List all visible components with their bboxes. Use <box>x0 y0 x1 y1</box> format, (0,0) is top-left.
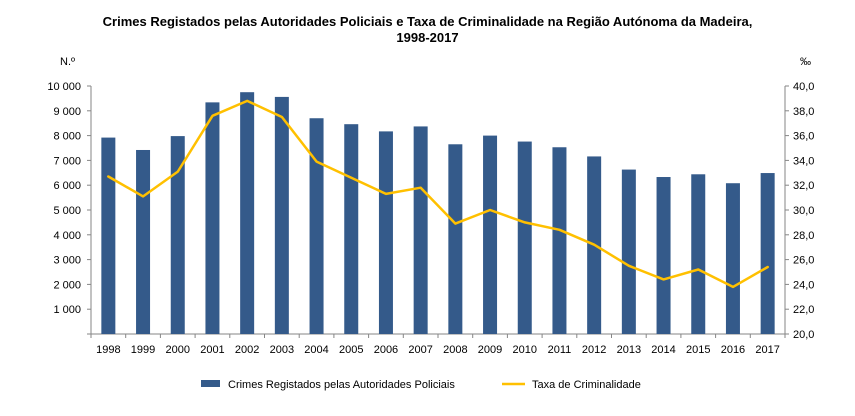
y-left-tick-label: 8 000 <box>53 131 81 143</box>
y-right-tick-label: 26,0 <box>793 255 814 267</box>
y-left-tick-label: 5 000 <box>53 205 81 217</box>
x-tick-label: 2003 <box>270 344 294 356</box>
bar <box>656 177 671 334</box>
x-tick-label: 2010 <box>513 344 537 356</box>
y-left-tick-label: 3 000 <box>53 255 81 267</box>
bar <box>378 131 393 334</box>
x-tick-label: 2015 <box>686 344 710 356</box>
x-tick-label: 2000 <box>166 344 190 356</box>
bar <box>552 147 567 334</box>
y-right-tick-label: 36,0 <box>793 131 814 143</box>
taxa-line <box>107 99 769 289</box>
x-tick-label: 2017 <box>755 344 779 356</box>
bar <box>274 96 289 334</box>
y-left-tick-label: 4 000 <box>53 230 81 242</box>
x-tick-label: 2009 <box>478 344 502 356</box>
bar <box>760 173 775 334</box>
x-tick-label: 2005 <box>339 344 363 356</box>
chart-title: Crimes Registados pelas Autoridades Poli… <box>0 14 855 46</box>
y-left-tick-label: 7 000 <box>53 155 81 167</box>
bar-series <box>101 92 775 335</box>
bar <box>136 149 151 334</box>
x-tick-label: 1999 <box>131 344 155 356</box>
y-right-tick-label: 24,0 <box>793 279 814 291</box>
axis-labels: 1 000 2 000 3 000 4 000 5 000 6 000 7 000 8 000… <box>47 56 814 356</box>
legend-bar-label: Crimes Registados pelas Autoridades Poli… <box>228 379 455 391</box>
bar <box>344 124 359 334</box>
y-left-tick-label: 9 000 <box>53 106 81 118</box>
legend-line-label: Taxa de Criminalidade <box>532 379 641 391</box>
y-left-axis-label: N.º <box>60 56 75 68</box>
y-right-tick-label: 40,0 <box>793 81 814 93</box>
y-right-tick-label: 22,0 <box>793 304 814 316</box>
x-tick-label: 2008 <box>443 344 467 356</box>
y-right-tick-label: 34,0 <box>793 155 814 167</box>
chart-title-line1: Crimes Registados pelas Autoridades Poli… <box>102 14 753 29</box>
x-tick-label: 1998 <box>96 344 120 356</box>
x-tick-label: 2011 <box>548 344 572 356</box>
y-right-tick-label: 28,0 <box>793 230 814 242</box>
bar <box>448 144 463 334</box>
bar <box>240 92 255 334</box>
y-right-tick-label: 38,0 <box>793 106 814 118</box>
bar <box>725 183 740 334</box>
bar <box>517 141 532 334</box>
line-series <box>107 99 769 289</box>
x-tick-label: 2012 <box>582 344 606 356</box>
bar <box>170 136 185 334</box>
x-tick-label: 2006 <box>374 344 398 356</box>
chart-axes <box>87 85 789 338</box>
bar <box>205 102 220 334</box>
y-right-tick-label: 30,0 <box>793 205 814 217</box>
x-tick-label: 2013 <box>617 344 641 356</box>
y-left-tick-label: 10 000 <box>47 81 81 93</box>
y-left-tick-label: 2 000 <box>53 279 81 291</box>
bar <box>101 137 116 334</box>
legend-bar-swatch <box>201 380 220 387</box>
y-left-tick-label: 6 000 <box>53 180 81 192</box>
chart-legend: Crimes Registados pelas Autoridades Poli… <box>201 379 641 391</box>
y-left-tick-label: 1 000 <box>53 304 81 316</box>
x-tick-label: 2007 <box>408 344 432 356</box>
x-tick-label: 2016 <box>721 344 745 356</box>
bar <box>309 118 324 335</box>
bar <box>621 169 636 334</box>
y-right-axis-label: ‰ <box>800 56 811 68</box>
x-tick-label: 2004 <box>304 344 328 356</box>
y-right-tick-label: 20,0 <box>793 329 814 341</box>
bar <box>413 126 428 334</box>
x-tick-label: 2002 <box>235 344 259 356</box>
y-right-tick-label: 32,0 <box>793 180 814 192</box>
x-tick-label: 2014 <box>651 344 675 356</box>
x-tick-label: 2001 <box>200 344 224 356</box>
bar <box>691 174 706 334</box>
bar <box>483 135 498 334</box>
chart-title-line2: 1998-2017 <box>396 30 459 45</box>
